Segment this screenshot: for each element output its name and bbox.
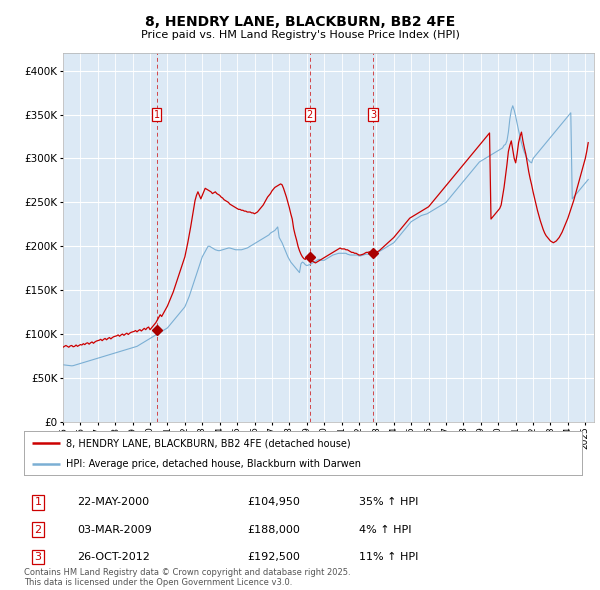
Text: 35% ↑ HPI: 35% ↑ HPI xyxy=(359,497,418,507)
Text: 26-OCT-2012: 26-OCT-2012 xyxy=(77,552,150,562)
Text: 8, HENDRY LANE, BLACKBURN, BB2 4FE (detached house): 8, HENDRY LANE, BLACKBURN, BB2 4FE (deta… xyxy=(66,438,350,448)
Text: 3: 3 xyxy=(370,110,376,120)
Text: £188,000: £188,000 xyxy=(247,525,300,535)
Text: 11% ↑ HPI: 11% ↑ HPI xyxy=(359,552,418,562)
Text: 8, HENDRY LANE, BLACKBURN, BB2 4FE: 8, HENDRY LANE, BLACKBURN, BB2 4FE xyxy=(145,15,455,29)
Text: 2: 2 xyxy=(307,110,313,120)
Text: 1: 1 xyxy=(34,497,41,507)
Text: 1: 1 xyxy=(154,110,160,120)
Text: 22-MAY-2000: 22-MAY-2000 xyxy=(77,497,149,507)
Text: Contains HM Land Registry data © Crown copyright and database right 2025.
This d: Contains HM Land Registry data © Crown c… xyxy=(24,568,350,587)
Text: 03-MAR-2009: 03-MAR-2009 xyxy=(77,525,152,535)
Text: HPI: Average price, detached house, Blackburn with Darwen: HPI: Average price, detached house, Blac… xyxy=(66,459,361,469)
Text: £104,950: £104,950 xyxy=(247,497,300,507)
Text: Price paid vs. HM Land Registry's House Price Index (HPI): Price paid vs. HM Land Registry's House … xyxy=(140,30,460,40)
Text: 2: 2 xyxy=(34,525,41,535)
Text: 3: 3 xyxy=(34,552,41,562)
Text: £192,500: £192,500 xyxy=(247,552,300,562)
Text: 4% ↑ HPI: 4% ↑ HPI xyxy=(359,525,412,535)
